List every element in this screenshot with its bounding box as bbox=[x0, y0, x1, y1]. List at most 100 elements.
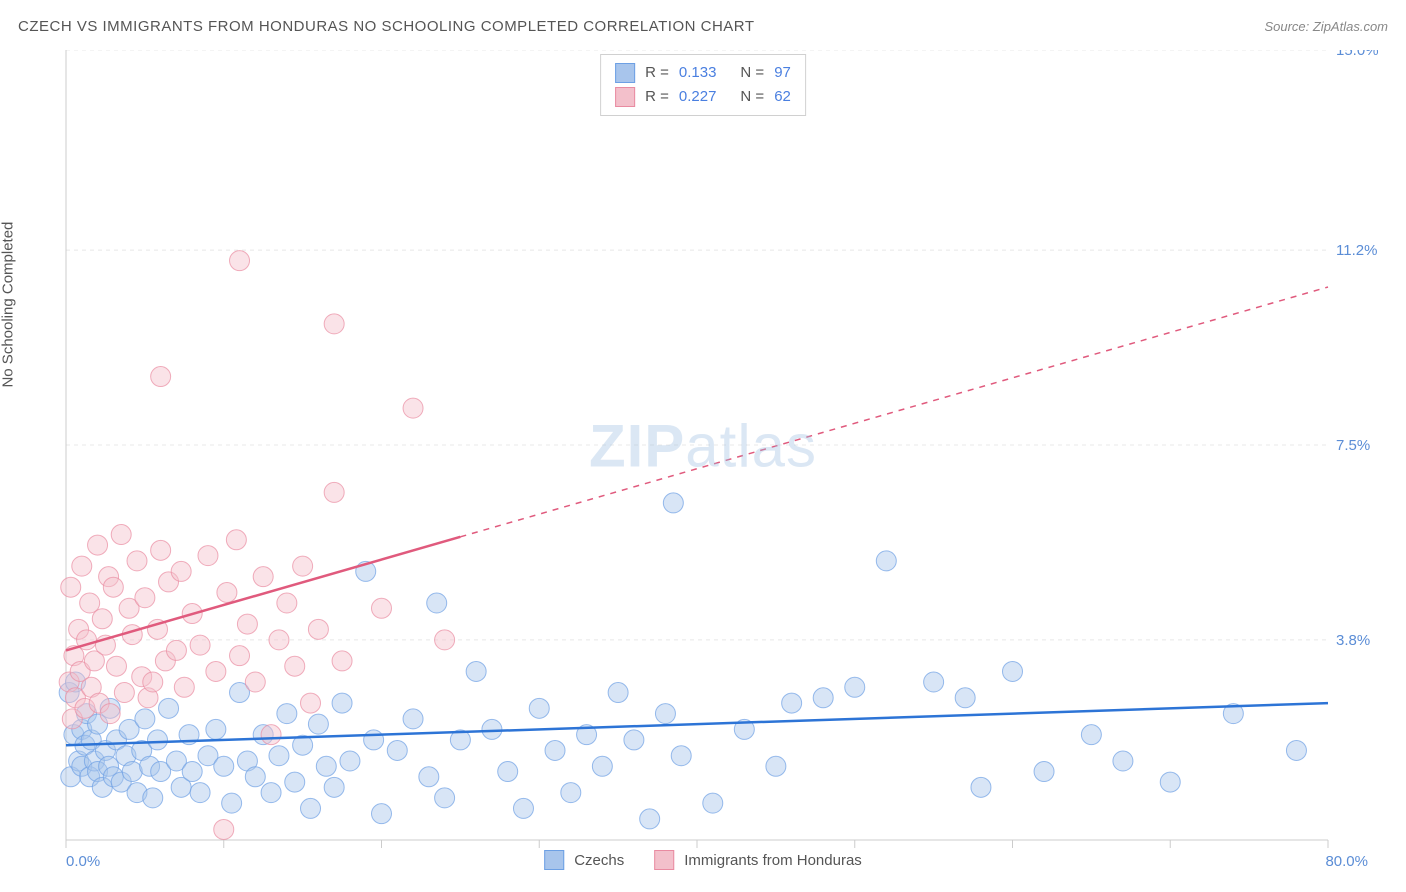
data-point bbox=[703, 793, 723, 813]
data-point bbox=[143, 788, 163, 808]
data-point bbox=[261, 783, 281, 803]
data-point bbox=[135, 588, 155, 608]
data-point bbox=[513, 798, 533, 818]
data-point bbox=[876, 551, 896, 571]
data-point bbox=[190, 783, 210, 803]
legend-swatch bbox=[654, 850, 674, 870]
data-point bbox=[498, 762, 518, 782]
legend-stat-row: R =0.133N =97 bbox=[615, 61, 791, 85]
legend-swatch bbox=[615, 63, 635, 83]
trend-line bbox=[66, 537, 460, 651]
data-point bbox=[166, 640, 186, 660]
data-point bbox=[1081, 725, 1101, 745]
data-point bbox=[372, 598, 392, 618]
data-point bbox=[285, 656, 305, 676]
data-point bbox=[214, 819, 234, 839]
data-point bbox=[403, 398, 423, 418]
data-point bbox=[151, 540, 171, 560]
trend-line-dashed bbox=[460, 287, 1328, 537]
data-point bbox=[103, 577, 123, 597]
data-point bbox=[971, 777, 991, 797]
data-point bbox=[592, 756, 612, 776]
data-point bbox=[364, 730, 384, 750]
data-point bbox=[217, 582, 237, 602]
data-point bbox=[214, 756, 234, 776]
data-point bbox=[230, 251, 250, 271]
data-point bbox=[198, 546, 218, 566]
data-point bbox=[159, 698, 179, 718]
data-point bbox=[190, 635, 210, 655]
data-point bbox=[387, 740, 407, 760]
legend-series-label: Czechs bbox=[574, 852, 624, 869]
svg-text:0.0%: 0.0% bbox=[66, 853, 100, 870]
data-point bbox=[435, 788, 455, 808]
chart-source: Source: ZipAtlas.com bbox=[1264, 19, 1388, 34]
data-point bbox=[1003, 661, 1023, 681]
data-point bbox=[435, 630, 455, 650]
data-point bbox=[671, 746, 691, 766]
data-point bbox=[277, 593, 297, 613]
data-point bbox=[427, 593, 447, 613]
data-point bbox=[285, 772, 305, 792]
data-point bbox=[269, 746, 289, 766]
data-point bbox=[206, 719, 226, 739]
data-point bbox=[529, 698, 549, 718]
svg-text:7.5%: 7.5% bbox=[1336, 437, 1370, 454]
data-point bbox=[372, 804, 392, 824]
data-point bbox=[561, 783, 581, 803]
data-point bbox=[230, 646, 250, 666]
svg-text:80.0%: 80.0% bbox=[1325, 853, 1368, 870]
scatter-chart: 3.8%7.5%11.2%15.0%0.0%80.0% bbox=[18, 50, 1388, 874]
data-point bbox=[206, 661, 226, 681]
data-point bbox=[813, 688, 833, 708]
data-point bbox=[88, 535, 108, 555]
data-point bbox=[624, 730, 644, 750]
data-point bbox=[308, 714, 328, 734]
data-point bbox=[237, 614, 257, 634]
data-point bbox=[92, 609, 112, 629]
data-point bbox=[403, 709, 423, 729]
legend-series-label: Immigrants from Honduras bbox=[684, 852, 862, 869]
data-point bbox=[111, 525, 131, 545]
legend-swatch bbox=[615, 87, 635, 107]
data-point bbox=[61, 577, 81, 597]
data-point bbox=[1034, 762, 1054, 782]
data-point bbox=[608, 683, 628, 703]
data-point bbox=[106, 656, 126, 676]
data-point bbox=[1113, 751, 1133, 771]
data-point bbox=[845, 677, 865, 697]
legend-series-item: Immigrants from Honduras bbox=[654, 850, 862, 870]
data-point bbox=[293, 556, 313, 576]
data-point bbox=[308, 619, 328, 639]
data-point bbox=[245, 672, 265, 692]
chart-title: CZECH VS IMMIGRANTS FROM HONDURAS NO SCH… bbox=[18, 18, 755, 35]
data-point bbox=[222, 793, 242, 813]
data-point bbox=[466, 661, 486, 681]
data-point bbox=[340, 751, 360, 771]
data-point bbox=[766, 756, 786, 776]
data-point bbox=[226, 530, 246, 550]
chart-header: CZECH VS IMMIGRANTS FROM HONDURAS NO SCH… bbox=[18, 18, 1388, 35]
data-point bbox=[127, 551, 147, 571]
data-point bbox=[332, 693, 352, 713]
data-point bbox=[269, 630, 289, 650]
chart-area: No Schooling Completed ZIPatlas R =0.133… bbox=[18, 50, 1388, 874]
data-point bbox=[545, 740, 565, 760]
data-point bbox=[640, 809, 660, 829]
data-point bbox=[174, 677, 194, 697]
data-point bbox=[277, 704, 297, 724]
data-point bbox=[171, 561, 191, 581]
data-point bbox=[324, 482, 344, 502]
data-point bbox=[655, 704, 675, 724]
legend-series: Czechs Immigrants from Honduras bbox=[544, 850, 862, 870]
data-point bbox=[663, 493, 683, 513]
data-point bbox=[419, 767, 439, 787]
svg-text:15.0%: 15.0% bbox=[1336, 50, 1379, 59]
data-point bbox=[151, 367, 171, 387]
data-point bbox=[261, 725, 281, 745]
data-point bbox=[324, 777, 344, 797]
data-point bbox=[955, 688, 975, 708]
svg-text:3.8%: 3.8% bbox=[1336, 632, 1370, 649]
data-point bbox=[72, 556, 92, 576]
data-point bbox=[324, 314, 344, 334]
